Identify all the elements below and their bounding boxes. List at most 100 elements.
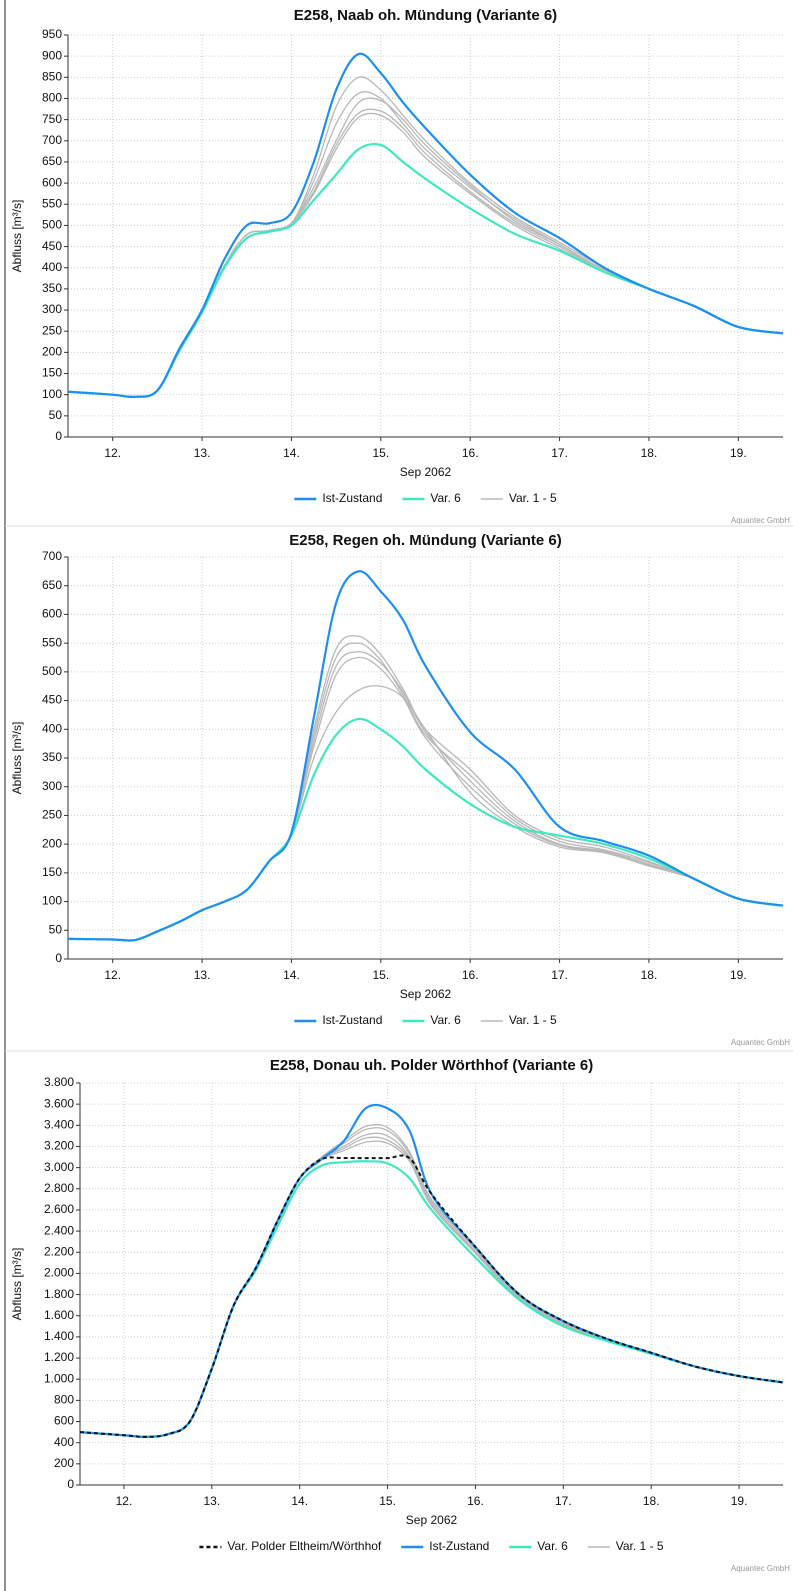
legend-label: Ist-Zustand	[429, 1539, 489, 1553]
y-tick-label: 900	[42, 48, 62, 62]
x-tick-label: 19.	[731, 1494, 748, 1508]
y-tick-label: 250	[42, 323, 62, 337]
y-tick-label: 2.200	[44, 1244, 74, 1258]
credit: Aquantec GmbH	[731, 1038, 790, 1047]
legend-label: Var. 1 - 5	[509, 491, 557, 505]
x-tick-label: 14.	[291, 1494, 308, 1508]
y-tick-label: 500	[42, 664, 62, 678]
credit: Aquantec GmbH	[731, 516, 790, 525]
y-tick-label: 150	[42, 366, 62, 380]
y-tick-label: 550	[42, 196, 62, 210]
y-tick-label: 150	[42, 865, 62, 879]
chart-title: E258, Donau uh. Polder Wörthhof (Variant…	[270, 1057, 593, 1074]
y-tick-label: 350	[42, 750, 62, 764]
credit: Aquantec GmbH	[731, 1564, 790, 1573]
series-line	[67, 570, 784, 942]
x-tick-label: 13.	[194, 968, 211, 982]
x-tick-label: 17.	[551, 446, 568, 460]
x-tick-label: 16.	[462, 968, 479, 982]
y-tick-label: 1.800	[44, 1287, 74, 1301]
y-tick-label: 3.800	[44, 1075, 74, 1089]
y-tick-label: 2.600	[44, 1202, 74, 1216]
y-tick-label: 800	[54, 1393, 74, 1407]
series-line	[67, 52, 784, 399]
legend-label: Var. 1 - 5	[509, 1013, 557, 1027]
y-tick-label: 100	[42, 387, 62, 401]
legend-label: Var. Polder Eltheim/Wörthhof	[227, 1539, 382, 1553]
y-tick-label: 50	[49, 408, 63, 422]
y-tick-label: 2.000	[44, 1266, 74, 1280]
y-tick-label: 0	[67, 1477, 74, 1491]
x-tick-label: 17.	[551, 968, 568, 982]
y-tick-label: 1.200	[44, 1350, 74, 1364]
y-tick-label: 700	[42, 549, 62, 563]
x-tick-label: 15.	[379, 1494, 396, 1508]
x-tick-label: 14.	[283, 968, 300, 982]
y-tick-label: 200	[42, 345, 62, 359]
x-tick-label: 12.	[104, 446, 121, 460]
series-line	[79, 1154, 784, 1438]
x-axis-label: Sep 2062	[400, 987, 452, 1001]
x-tick-label: 12.	[116, 1494, 133, 1508]
y-tick-label: 550	[42, 635, 62, 649]
y-tick-label: 450	[42, 239, 62, 253]
y-axis-label: Abfluss [m³/s]	[10, 1248, 24, 1321]
x-axis-label: Sep 2062	[406, 1513, 458, 1527]
x-tick-label: 13.	[203, 1494, 220, 1508]
y-axis-label: Abfluss [m³/s]	[10, 722, 24, 795]
legend-label: Ist-Zustand	[322, 1013, 382, 1027]
y-tick-label: 600	[54, 1414, 74, 1428]
legend-label: Var. 6	[430, 1013, 461, 1027]
x-tick-label: 15.	[372, 446, 389, 460]
x-tick-label: 16.	[462, 446, 479, 460]
y-tick-label: 1.600	[44, 1308, 74, 1322]
y-tick-label: 800	[42, 91, 62, 105]
x-tick-label: 16.	[467, 1494, 484, 1508]
y-tick-label: 400	[42, 721, 62, 735]
y-tick-label: 500	[42, 218, 62, 232]
y-tick-label: 50	[49, 922, 63, 936]
chart-title: E258, Regen oh. Mündung (Variante 6)	[289, 532, 562, 549]
y-tick-label: 650	[42, 154, 62, 168]
y-tick-label: 3.400	[44, 1117, 74, 1131]
x-tick-label: 15.	[372, 968, 389, 982]
y-tick-label: 3.600	[44, 1096, 74, 1110]
y-tick-label: 950	[42, 27, 62, 41]
y-tick-label: 100	[42, 894, 62, 908]
legend-label: Ist-Zustand	[322, 491, 382, 505]
y-tick-label: 200	[42, 836, 62, 850]
x-tick-label: 18.	[643, 1494, 660, 1508]
y-tick-label: 700	[42, 133, 62, 147]
y-tick-label: 600	[42, 607, 62, 621]
y-tick-label: 1.400	[44, 1329, 74, 1343]
x-axis-label: Sep 2062	[400, 465, 452, 479]
chart-title: E258, Naab oh. Mündung (Variante 6)	[294, 7, 557, 24]
x-tick-label: 18.	[641, 968, 658, 982]
y-tick-label: 850	[42, 69, 62, 83]
legend-label: Var. 1 - 5	[616, 1539, 664, 1553]
y-tick-label: 400	[54, 1435, 74, 1449]
x-tick-label: 17.	[555, 1494, 572, 1508]
y-tick-label: 2.400	[44, 1223, 74, 1237]
y-tick-label: 400	[42, 260, 62, 274]
x-tick-label: 12.	[104, 968, 121, 982]
y-tick-label: 300	[42, 779, 62, 793]
y-tick-label: 650	[42, 578, 62, 592]
y-tick-label: 250	[42, 808, 62, 822]
y-tick-label: 1.000	[44, 1371, 74, 1385]
y-tick-label: 300	[42, 302, 62, 316]
y-tick-label: 600	[42, 175, 62, 189]
y-tick-label: 0	[55, 429, 62, 443]
x-tick-label: 19.	[730, 446, 747, 460]
y-tick-label: 450	[42, 693, 62, 707]
legend-label: Var. 6	[537, 1539, 568, 1553]
y-tick-label: 0	[55, 951, 62, 965]
y-tick-label: 200	[54, 1456, 74, 1470]
y-axis-label: Abfluss [m³/s]	[10, 200, 24, 273]
y-tick-label: 3.200	[44, 1139, 74, 1153]
x-tick-label: 19.	[730, 968, 747, 982]
y-tick-label: 750	[42, 112, 62, 126]
y-tick-label: 350	[42, 281, 62, 295]
